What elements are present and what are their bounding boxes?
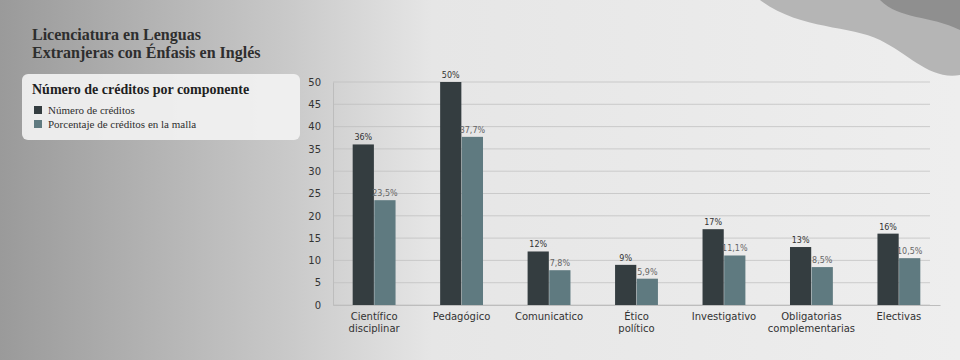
bar: [549, 270, 570, 305]
y-tick-label: 50: [308, 77, 321, 88]
grid: [333, 82, 930, 305]
grid-line: [333, 215, 930, 216]
x-axis: Científicodisciplinar Pedagógico Comunicat…: [334, 305, 941, 334]
grid-line: [333, 148, 930, 149]
x-tick: Electivas: [877, 305, 922, 322]
x-tick: Pedagógico: [433, 305, 491, 322]
y-tick: 45: [308, 99, 333, 110]
data-label: 10,5%: [897, 247, 923, 256]
x-tick-label: Comunicatico: [515, 311, 583, 322]
data-label: 37,7%: [460, 126, 486, 135]
bar: [615, 265, 636, 305]
y-tick-label: 40: [308, 121, 321, 132]
legend-swatch: [34, 106, 42, 114]
x-tick: Comunicatico: [515, 305, 583, 322]
grid-line: [333, 171, 930, 172]
y-tick: 50: [308, 77, 333, 88]
decor-shape: [880, 0, 960, 30]
y-tick: 15: [308, 233, 333, 244]
y-tick: 40: [308, 121, 333, 132]
data-label: 11,1%: [722, 244, 748, 253]
legend: Número de créditos Porcentaje de créditos…: [34, 104, 196, 130]
subtitle: Número de créditos por componente: [32, 82, 249, 97]
data-label: 36%: [354, 133, 372, 142]
x-tick: Investigativo: [692, 305, 756, 322]
bar: [528, 251, 549, 305]
grid-line: [333, 104, 930, 105]
x-tick: Científicodisciplinar: [349, 305, 401, 334]
x-tick-label: Científicodisciplinar: [349, 311, 401, 334]
x-tick-label: Obligatoriascomplementarias: [768, 311, 855, 334]
bar: [790, 247, 811, 305]
y-tick-label: 0: [315, 300, 321, 311]
y-axis: 0 5 10 15 20 25 30 35 40 45 50: [308, 77, 333, 311]
grid-line: [333, 193, 930, 194]
x-tick-label: Éticopolítico: [618, 310, 654, 334]
y-tick: 0: [315, 300, 333, 311]
bar: [812, 267, 833, 305]
legend-label: Porcentaje de créditos en la malla: [48, 118, 196, 130]
data-label: 50%: [442, 71, 460, 80]
legend-label: Número de créditos: [48, 104, 135, 116]
y-tick-label: 15: [308, 233, 321, 244]
y-tick: 25: [308, 188, 333, 199]
y-tick: 30: [308, 166, 333, 177]
axis-line: [333, 83, 334, 306]
y-tick: 5: [315, 277, 333, 288]
chart: Licenciatura en LenguasExtranjeras con É…: [0, 0, 960, 360]
grid-line: [333, 238, 930, 239]
bar: [374, 200, 395, 305]
x-tick-label: Pedagógico: [433, 311, 491, 322]
bar: [703, 229, 724, 305]
grid-line: [333, 126, 930, 127]
data-labels: 36% 50% 12% 9% 17% 13% 16% 23,5% 37,7% 7,8% 5,9% 11…: [354, 71, 922, 277]
data-label: 5,9%: [637, 268, 658, 277]
bar: [877, 234, 898, 305]
data-label: 7,8%: [550, 259, 571, 268]
y-tick: 35: [308, 144, 333, 155]
data-label: 12%: [529, 240, 547, 249]
data-label: 17%: [704, 218, 722, 227]
x-tick-label: Investigativo: [692, 311, 756, 322]
x-tick: Éticopolítico: [618, 305, 654, 334]
bars: [353, 82, 921, 305]
bar: [637, 279, 658, 305]
y-tick-label: 45: [308, 99, 321, 110]
y-tick: 10: [308, 255, 333, 266]
bar: [899, 258, 920, 305]
y-tick-label: 25: [308, 188, 321, 199]
bar: [353, 144, 374, 305]
y-tick-label: 35: [308, 144, 321, 155]
bar: [724, 255, 745, 305]
bar: [462, 137, 483, 305]
data-label: 23,5%: [372, 189, 398, 198]
background: [0, 0, 960, 360]
data-label: 8,5%: [812, 256, 833, 265]
data-label: 9%: [619, 254, 632, 263]
y-tick-label: 5: [315, 277, 321, 288]
title-panel: [22, 74, 300, 140]
grid-line: [333, 82, 930, 83]
axis-line: [334, 305, 941, 306]
x-tick-label: Electivas: [877, 311, 922, 322]
x-tick: Obligatoriascomplementarias: [768, 305, 855, 334]
y-tick: 20: [308, 211, 333, 222]
legend-swatch: [34, 120, 42, 128]
data-label: 16%: [879, 223, 897, 232]
title: Licenciatura en LenguasExtranjeras con É…: [32, 26, 260, 62]
bar: [440, 82, 461, 305]
y-tick-label: 20: [308, 211, 321, 222]
y-tick-label: 30: [308, 166, 321, 177]
y-tick-label: 10: [308, 255, 321, 266]
data-label: 13%: [792, 236, 810, 245]
decor-shape: [760, 0, 960, 76]
